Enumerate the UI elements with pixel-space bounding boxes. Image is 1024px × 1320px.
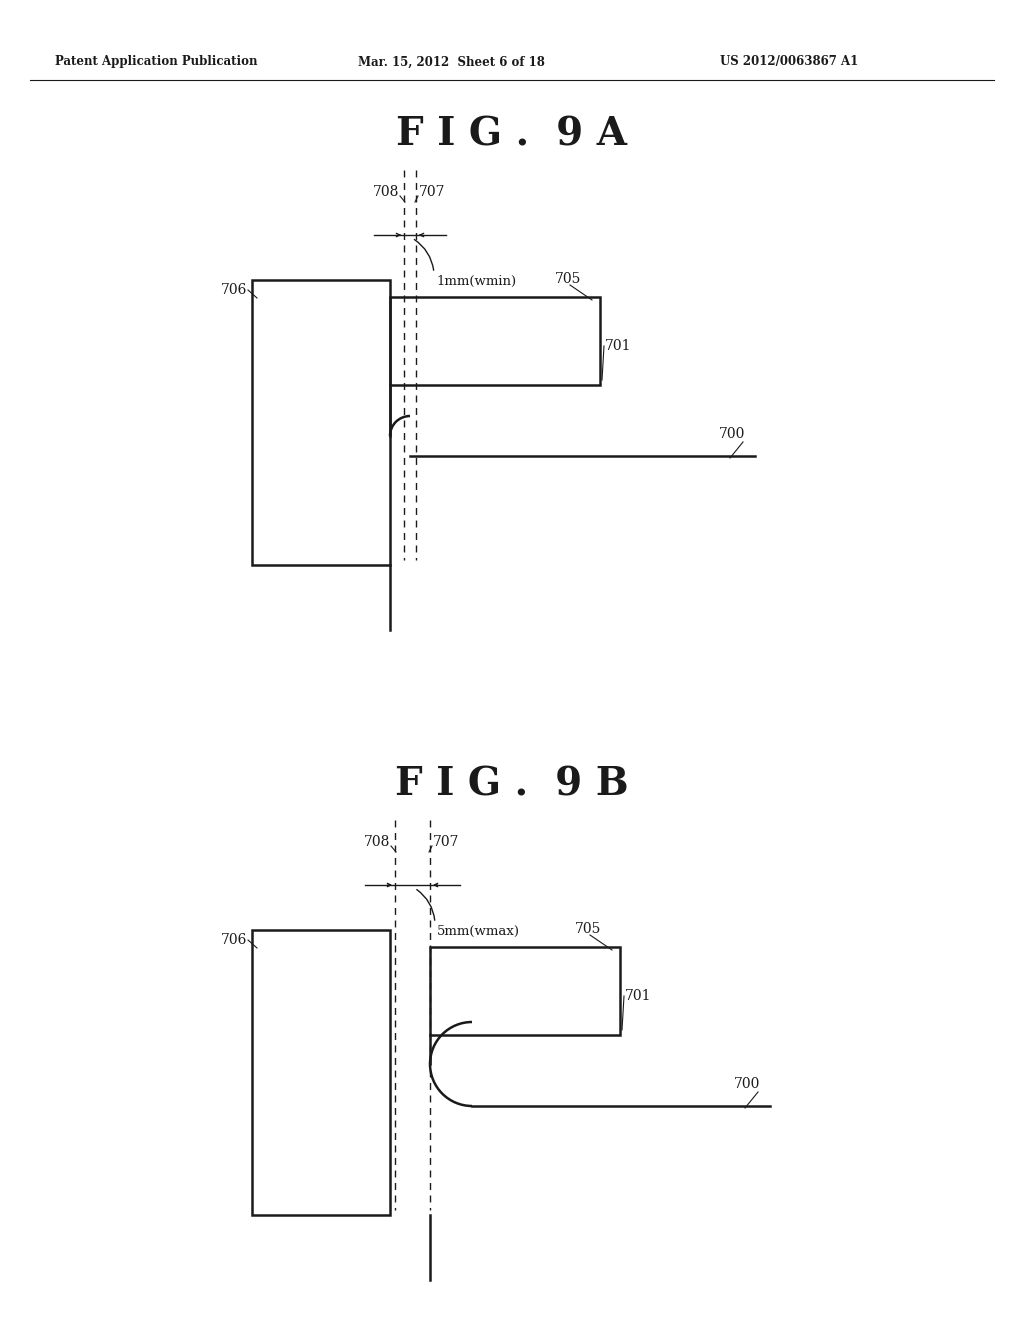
Text: 5mm(wmax): 5mm(wmax) — [437, 925, 520, 939]
Text: 708: 708 — [364, 836, 390, 849]
Text: 701: 701 — [605, 339, 632, 352]
Text: 701: 701 — [625, 989, 651, 1003]
Bar — [430, 946, 620, 1035]
Text: F I G .  9 B: F I G . 9 B — [395, 766, 629, 804]
Text: 706: 706 — [220, 282, 247, 297]
Text: 706: 706 — [220, 933, 247, 946]
Text: 705: 705 — [555, 272, 582, 286]
Text: F I G .  9 A: F I G . 9 A — [396, 116, 628, 154]
Text: 707: 707 — [419, 185, 445, 199]
Bar — [252, 280, 390, 565]
Text: 1mm(wmin): 1mm(wmin) — [436, 275, 516, 288]
Bar — [252, 931, 390, 1214]
Bar — [390, 297, 600, 385]
Text: 708: 708 — [373, 185, 399, 199]
Text: 700: 700 — [719, 426, 745, 441]
Text: 700: 700 — [733, 1077, 760, 1092]
Text: Mar. 15, 2012  Sheet 6 of 18: Mar. 15, 2012 Sheet 6 of 18 — [358, 55, 545, 69]
Text: 705: 705 — [575, 921, 601, 936]
Text: 707: 707 — [433, 836, 460, 849]
Text: Patent Application Publication: Patent Application Publication — [55, 55, 257, 69]
Text: US 2012/0063867 A1: US 2012/0063867 A1 — [720, 55, 858, 69]
